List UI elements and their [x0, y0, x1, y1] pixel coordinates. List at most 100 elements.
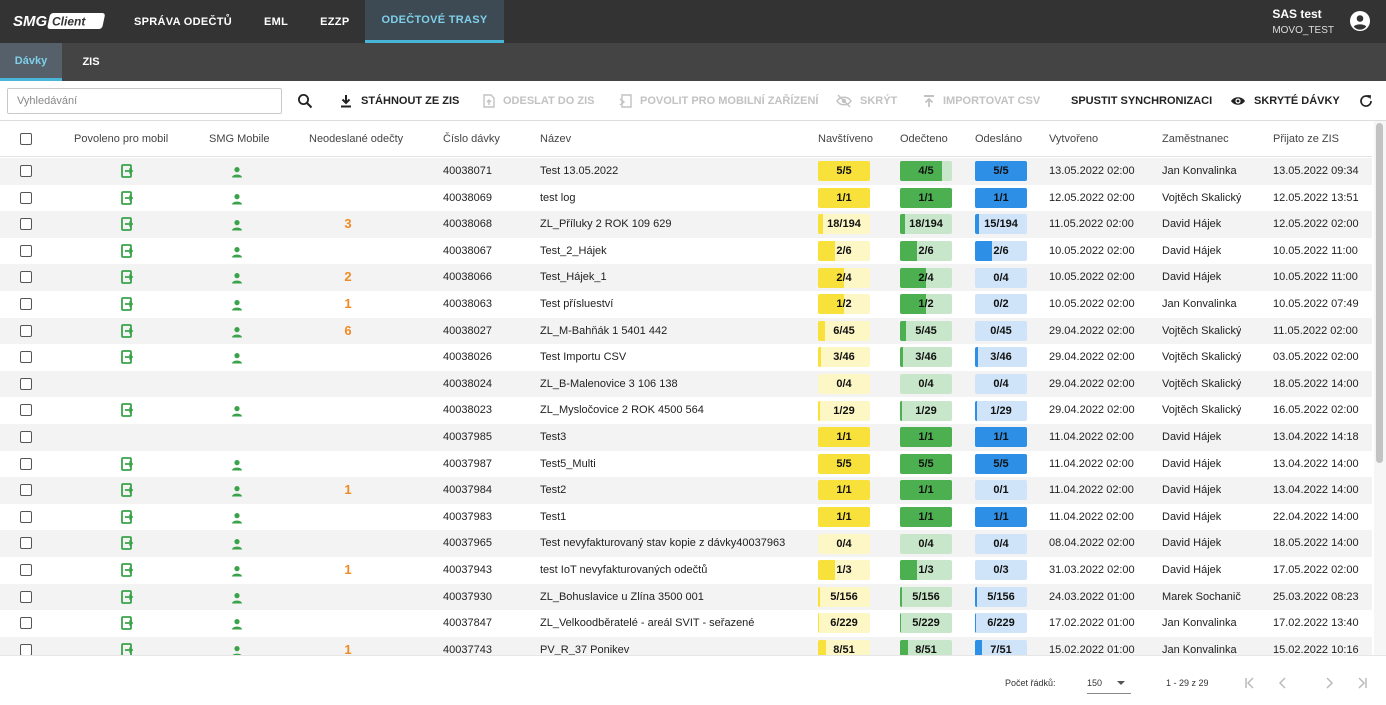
col-created[interactable]: Vytvořeno [1049, 133, 1099, 145]
col-visited[interactable]: Navštíveno [818, 133, 874, 145]
row-checkbox[interactable] [20, 590, 32, 603]
row-checkbox[interactable] [20, 617, 32, 630]
batch-number: 40038068 [443, 218, 492, 231]
row-checkbox[interactable] [20, 351, 32, 364]
scrollbar-thumb[interactable] [1376, 123, 1383, 463]
rows-per-page-select[interactable]: 150 [1087, 672, 1131, 694]
table-row[interactable]: 40038069 test log 1/1 1/1 1/1 12.05.2022 02:0… [0, 185, 1372, 212]
table-row[interactable]: 1 40037943 test IoT nevyfakturovaných odeč… [0, 557, 1372, 584]
table-row[interactable]: 2 40038066 Test_Hájek_1 2/4 2/4 0/4 10.05.2022… [0, 264, 1372, 291]
row-checkbox[interactable] [20, 643, 32, 655]
col-employee[interactable]: Zaměstnanec [1162, 133, 1229, 145]
last-page-icon[interactable] [1354, 675, 1370, 691]
progress-label: 1/1 [993, 511, 1009, 524]
mobile-allowed-icon [121, 270, 134, 289]
table-row[interactable]: 1 40037984 Test2 1/1 1/1 0/1 11.04.2022 02:00 D… [0, 477, 1372, 504]
refresh-icon[interactable] [1359, 94, 1373, 108]
progress-label: 8/51 [915, 644, 937, 655]
send-to-zis-button[interactable]: ODESLAT DO ZIS [483, 81, 594, 121]
progress-fill [818, 507, 870, 528]
employee-name: David Hájek [1162, 271, 1222, 284]
table-header: Povoleno pro mobil SMG Mobile Neodeslané… [0, 121, 1372, 157]
table-row[interactable]: 40037965 Test nevyfakturovaný stav kopie … [0, 530, 1372, 557]
received-date: 17.05.2022 02:00 [1273, 564, 1359, 576]
batch-number: 40038063 [443, 298, 492, 310]
batch-name: ZL_Mysločovice 2 ROK 4500 564 [540, 404, 704, 417]
previous-page-icon[interactable] [1275, 675, 1291, 691]
table-scrollbar[interactable] [1374, 121, 1386, 655]
table-row[interactable]: 1 40037743 PV_R_37 Ponikev 8/51 8/51 7/51 15.0… [0, 636, 1372, 655]
table-row[interactable]: 3 40038068 ZL_Příluky 2 ROK 109 629 18/194 1… [0, 211, 1372, 238]
col-pending[interactable]: Neodeslané odečty [309, 133, 404, 145]
progress-label: 1/2 [918, 298, 934, 311]
row-checkbox[interactable] [20, 298, 32, 310]
batch-name: ZL_Velkoodběratelé - areál SVIT - seřaze… [540, 617, 755, 630]
row-checkbox[interactable] [20, 218, 32, 231]
table-row[interactable]: 40038067 Test_2_Hájek 2/6 2/6 2/6 10.05.2022 … [0, 238, 1372, 265]
nav-odectove-trasy[interactable]: ODEČTOVÉ TRASY [365, 0, 504, 43]
tab-zis[interactable]: ZIS [82, 56, 100, 68]
employee-name: Jan Konvalinka [1162, 298, 1237, 310]
nav-sprava-odectu[interactable]: SPRÁVA ODEČTŮ [134, 15, 233, 28]
col-smg-mobile[interactable]: SMG Mobile [209, 133, 270, 145]
row-checkbox[interactable] [20, 271, 32, 284]
table-row[interactable]: 40038071 Test 13.05.2022 5/5 4/5 5/5 13.05.20… [0, 158, 1372, 185]
table-row[interactable]: 40038024 ZL_B-Malenovice 3 106 138 0/4 0/4 0… [0, 370, 1372, 398]
row-checkbox[interactable] [20, 564, 32, 576]
row-checkbox[interactable] [20, 165, 32, 177]
tab-davky[interactable]: Dávky [0, 43, 62, 81]
col-batch-number[interactable]: Číslo dávky [443, 133, 500, 145]
sent-progress: 5/5 [975, 453, 1027, 474]
row-checkbox[interactable] [20, 244, 32, 257]
row-checkbox[interactable] [20, 377, 32, 390]
table-row[interactable]: 40037987 Test5_Multi 5/5 5/5 5/5 11.04.2022 0… [0, 451, 1372, 478]
col-mobile-allowed[interactable]: Povoleno pro mobil [74, 133, 169, 145]
table-row[interactable]: 40038023 ZL_Mysločovice 2 ROK 4500 564 1/2… [0, 397, 1372, 424]
table-row[interactable]: 40037847 ZL_Velkoodběratelé - areál SVIT … [0, 610, 1372, 637]
table-row[interactable]: 40037985 Test3 1/1 1/1 1/1 11.04.2022 02:00 Da… [0, 424, 1372, 451]
allow-mobile-button[interactable]: POVOLIT PRO MOBILNÍ ZAŘÍZENÍ [619, 81, 818, 121]
hidden-batches-button[interactable]: SKRYTÉ DÁVKY [1230, 81, 1340, 121]
download-from-zis-button[interactable]: STÁHNOUT ZE ZIS [339, 81, 459, 121]
row-checkbox[interactable] [20, 510, 32, 523]
table-row[interactable]: 1 40038063 Test příslueství 1/2 1/2 0/2 10.05.… [0, 291, 1372, 318]
row-checkbox[interactable] [20, 484, 32, 497]
import-csv-button[interactable]: IMPORTOVAT CSV [923, 81, 1040, 121]
table-row[interactable]: 40037983 Test1 1/1 1/1 1/1 11.04.2022 02:00 Da… [0, 504, 1372, 531]
row-checkbox[interactable] [20, 431, 32, 443]
hide-button[interactable]: SKRÝT [836, 81, 897, 121]
table-row[interactable]: 6 40038027 ZL_M-Bahňák 1 5401 442 6/45 5/45 0… [0, 317, 1372, 345]
first-page-icon[interactable] [1242, 675, 1258, 691]
col-read[interactable]: Odečteno [900, 133, 948, 145]
account-icon[interactable] [1350, 11, 1370, 31]
progress-label: 0/4 [993, 378, 1009, 391]
row-checkbox[interactable] [20, 457, 32, 470]
sent-progress: 6/229 [975, 613, 1027, 634]
row-checkbox[interactable] [20, 404, 32, 417]
row-checkbox[interactable] [20, 191, 32, 204]
col-received[interactable]: Přijato ze ZIS [1273, 133, 1340, 145]
col-name[interactable]: Název [540, 133, 572, 145]
nav-ezzp[interactable]: EZZP [320, 15, 350, 28]
next-page-icon[interactable] [1321, 675, 1337, 691]
search-input[interactable] [7, 88, 282, 114]
progress-fill [818, 400, 820, 421]
batch-name: Test 13.05.2022 [540, 165, 619, 177]
progress-label: 0/4 [836, 537, 852, 550]
col-sent[interactable]: Odesláno [975, 133, 1023, 145]
start-sync-button[interactable]: SPUSTIT SYNCHRONIZACI [1071, 81, 1212, 121]
smg-client-logo[interactable]: SMG Client [12, 10, 108, 32]
visited-progress: 3/46 [818, 347, 870, 368]
table-row[interactable]: 40038026 Test Importu CSV 3/46 3/46 3/46 29.0… [0, 344, 1372, 371]
read-progress: 5/156 [900, 586, 952, 607]
table-row[interactable]: 40037930 ZL_Bohuslavice u Zlína 3500 001 5… [0, 583, 1372, 611]
progress-label: 5/156 [830, 590, 858, 603]
row-checkbox[interactable] [20, 537, 32, 550]
select-all-checkbox[interactable] [20, 133, 32, 145]
row-checkbox[interactable] [20, 324, 32, 337]
progress-label: 18/194 [909, 218, 943, 231]
progress-fill [900, 400, 902, 421]
nav-eml[interactable]: EML [264, 15, 289, 28]
search-icon[interactable] [297, 93, 313, 109]
batch-name: Test Importu CSV [540, 351, 627, 364]
